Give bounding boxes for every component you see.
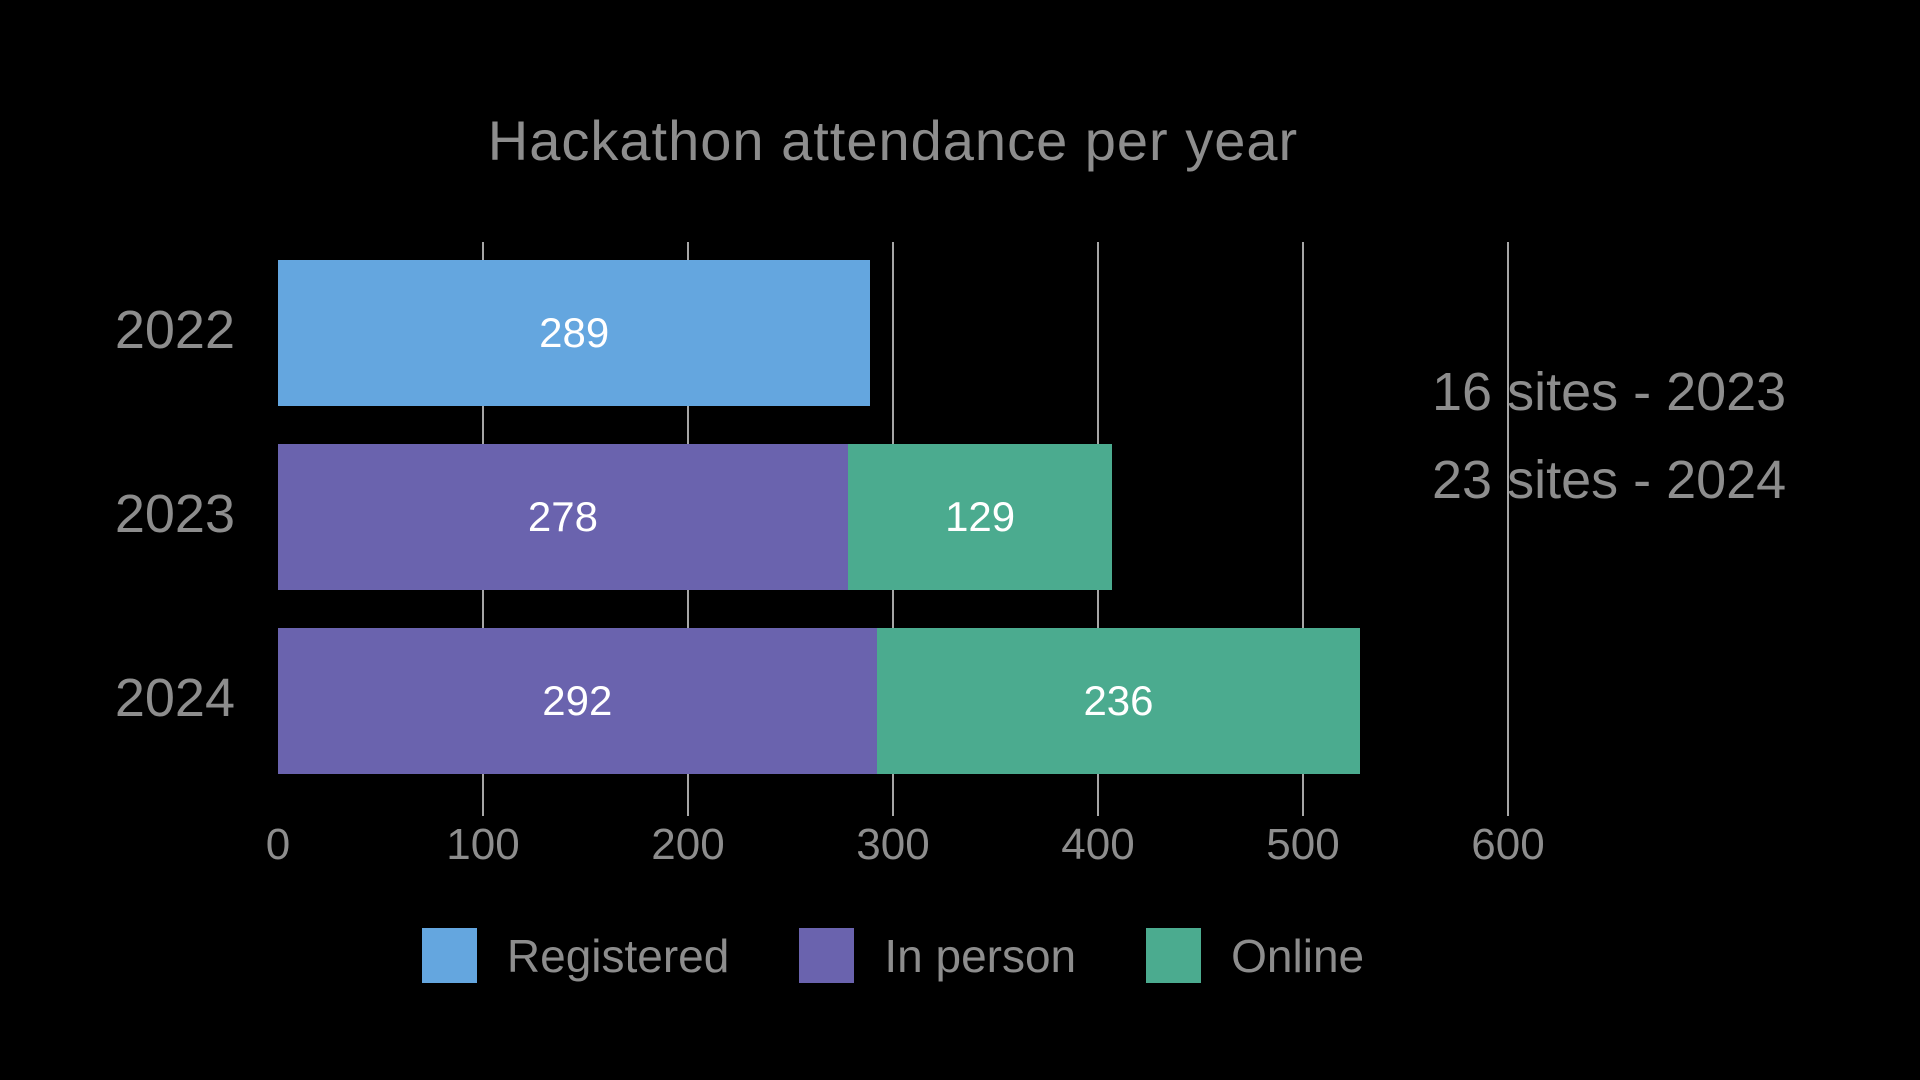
bar-value-label: 292 [542,677,613,724]
legend-swatch [421,928,477,983]
legend-label: Online [1231,929,1365,982]
bar-value-label: 236 [1083,677,1154,724]
x-tick-label: 400 [1061,820,1135,869]
legend-swatch [799,928,855,983]
bar-value-label: 129 [945,493,1016,540]
x-tick-label: 500 [1266,820,1340,869]
gridline [1507,242,1509,816]
bar-value-label: 289 [539,309,610,356]
bar-segment: 292 [278,628,877,774]
annotation-line: 16 sites - 2023 [1432,362,1787,422]
chart-title: Hackathon attendance per year [487,109,1299,172]
bar-segment: 236 [876,628,1361,774]
bar-row: 278 129 [278,444,1113,590]
bar-value-label: 278 [527,493,598,540]
x-tick-label: 600 [1471,820,1545,869]
bar-segment: 289 [278,260,871,406]
bar-segment: 278 [278,444,848,590]
bar-segment: 129 [847,444,1113,590]
legend-label: In person [884,929,1077,982]
category-label: 2023 [114,484,235,544]
legend-label: Registered [506,929,730,982]
legend-swatch [1146,928,1202,983]
x-tick-label: 0 [265,820,291,869]
annotation-line: 23 sites - 2024 [1432,450,1787,510]
legend-item: Registered [421,928,730,983]
x-tick-label: 100 [446,820,520,869]
category-label: 2022 [114,300,235,360]
plot-area: 0 100 200 300 400 500 600 289 278 129 292 236 [266,242,1545,869]
annotation-block: 16 sites - 2023 23 sites - 2024 [1432,348,1786,524]
x-tick-label: 300 [856,820,930,869]
bar-row: 289 [278,260,871,406]
gridline [1302,242,1304,816]
legend-item: In person [799,928,1076,983]
category-label: 2024 [114,668,235,728]
x-tick-label: 200 [651,820,725,869]
bar-row: 292 236 [278,628,1361,774]
legend: Registered In person Online [278,928,1508,983]
legend-item: Online [1146,928,1364,983]
